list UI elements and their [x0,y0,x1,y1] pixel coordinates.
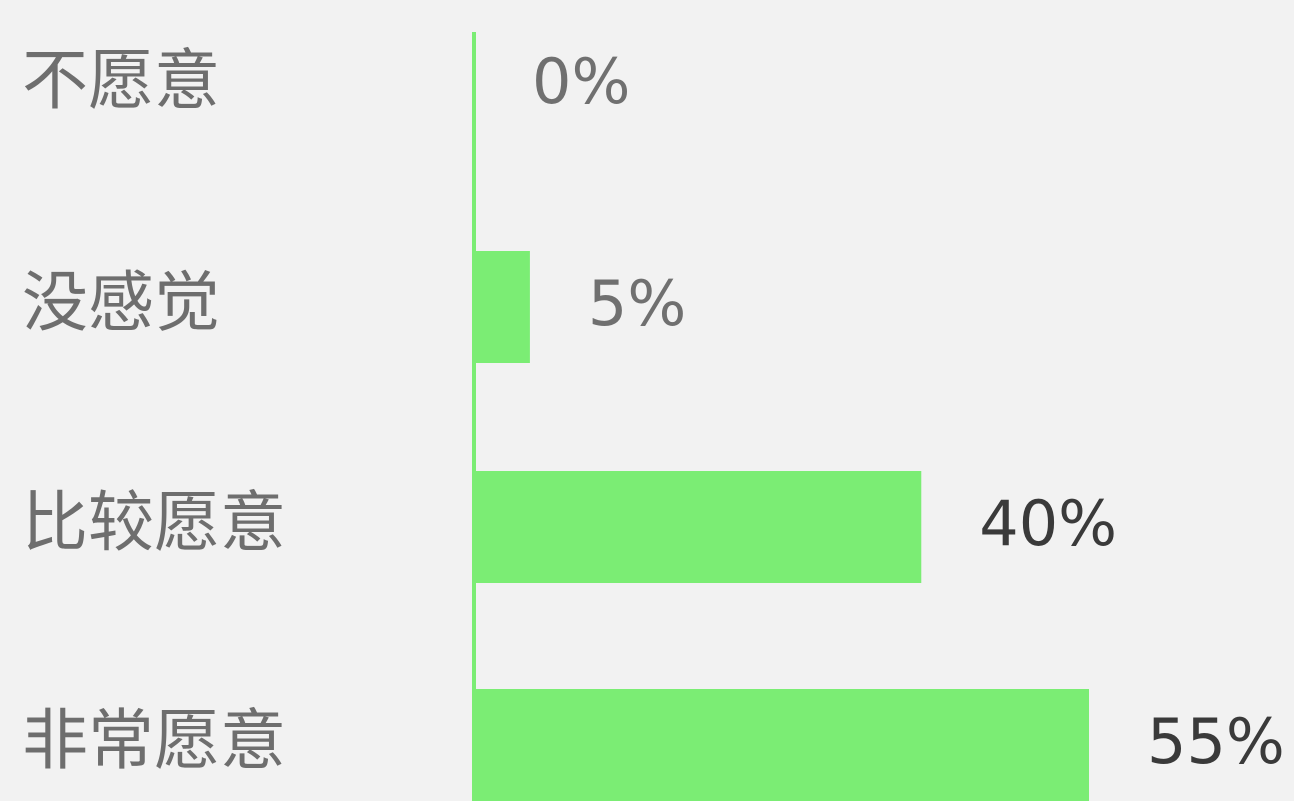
bar [474,251,530,363]
category-label: 没感觉 [22,264,220,341]
axis-line [472,32,476,801]
value-label: 55% [1147,705,1285,778]
value-label: 0% [532,45,630,118]
bar [474,689,1089,801]
category-label: 不愿意 [22,42,220,119]
category-label: 非常愿意 [22,702,286,779]
value-label: 5% [588,267,686,340]
category-label: 比较愿意 [22,484,286,561]
value-label: 40% [979,487,1117,560]
bar [474,471,922,583]
